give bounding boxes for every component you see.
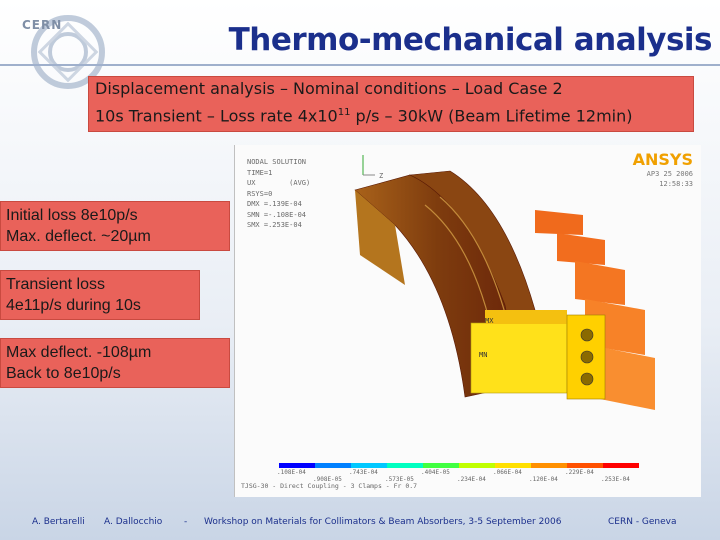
- callout-initial-loss: Initial loss 8e10p/s Max. deflect. ~20µm: [0, 201, 230, 251]
- info-line: TIME=1: [247, 168, 273, 177]
- logo-text: CERN: [22, 18, 63, 32]
- header-divider: [0, 64, 720, 66]
- callout-line: Max. deflect. ~20µm: [6, 228, 151, 245]
- callout-line: Transient loss: [6, 276, 105, 293]
- clamp-screws: [580, 328, 594, 386]
- colorbar-label: .066E-04: [493, 469, 522, 476]
- footer-place: CERN - Geneva: [608, 517, 677, 527]
- footer-author-1: A. Bertarelli: [32, 517, 85, 527]
- colorbar-label: .234E-04: [457, 476, 486, 483]
- axis-triad-icon: Z: [362, 155, 383, 180]
- colorbar-label: .120E-04: [529, 476, 558, 483]
- cern-logo-icon: [31, 15, 105, 89]
- colorbar-segment: [351, 463, 387, 468]
- colorbar-segment: [387, 463, 423, 468]
- colorbar: .108E-04 .908E-05 .743E-04 .573E-05 .404E-05…: [277, 463, 639, 483]
- footer-workshop: Workshop on Materials for Collimators & …: [204, 517, 561, 527]
- colorbar-label: .253E-04: [601, 476, 630, 483]
- fe-plot-viewport: NODAL SOLUTION TIME=1 UX (AVG) RSYS=0 DMX =.…: [234, 145, 701, 497]
- node-label-mn: MN: [479, 351, 487, 359]
- node-label-mx: MX: [485, 317, 494, 325]
- colorbar-segment: [495, 463, 531, 468]
- info-line: RSYS=0: [247, 189, 273, 198]
- step-block: [535, 210, 583, 235]
- ansys-stamp: ANSYS AP3 25 2006 12:58:33: [633, 151, 693, 189]
- footer-dates: 3-5 September 2006: [465, 517, 562, 527]
- jaw-left-face: [355, 190, 405, 285]
- banner-line-2-post: p/s – 30kW (Beam Lifetime 12min): [350, 106, 633, 126]
- plot-time: 12:58:33: [659, 180, 693, 188]
- subtitle-banner: Displacement analysis – Nominal conditio…: [88, 76, 694, 132]
- page-title: Thermo-mechanical analysis: [228, 22, 713, 58]
- footer: A. Bertarelli A. Dallocchio - Workshop o…: [0, 508, 720, 538]
- banner-line-2: 10s Transient – Loss rate 4x1011 p/s – 3…: [89, 101, 693, 128]
- callout-line: Back to 8e10p/s: [6, 365, 121, 382]
- callout-max-deflect: Max deflect. -108µm Back to 8e10p/s: [0, 338, 230, 388]
- triad-label: Z: [379, 172, 383, 180]
- callout-line: Initial loss 8e10p/s: [6, 207, 138, 224]
- plot-info-block: NODAL SOLUTION TIME=1 UX (AVG) RSYS=0 DMX =.…: [247, 157, 310, 231]
- banner-exponent: 11: [337, 107, 351, 118]
- callout-line: Max deflect. -108µm: [6, 344, 152, 361]
- banner-line-2-pre: 10s Transient – Loss rate 4x10: [95, 106, 338, 126]
- callout-line: 4e11p/s during 10s: [6, 297, 141, 314]
- banner-line-1: Displacement analysis – Nominal conditio…: [95, 79, 563, 98]
- info-line: SMX =.253E-04: [247, 221, 302, 229]
- colorbar-segment: [567, 463, 603, 468]
- support-block: [470, 322, 568, 394]
- colorbar-label: .743E-04: [349, 469, 378, 476]
- colorbar-label: .573E-05: [385, 476, 414, 483]
- step-block: [557, 233, 605, 265]
- footer-author-2: A. Dallocchio: [104, 517, 163, 527]
- colorbar-label: .908E-05: [313, 476, 342, 483]
- callout-transient-loss: Transient loss 4e11p/s during 10s: [0, 270, 200, 320]
- footer-workshop-name: Workshop on Materials for Collimators & …: [204, 517, 466, 527]
- colorbar-label: .108E-04: [277, 469, 306, 476]
- colorbar-segment: [279, 463, 315, 468]
- info-line: UX (AVG): [247, 179, 311, 187]
- info-line: DMX =.139E-04: [247, 200, 302, 208]
- footer-separator: -: [184, 517, 188, 527]
- colorbar-segment: [423, 463, 459, 468]
- colorbar-segment: [315, 463, 351, 468]
- info-line: SMN =-.108E-04: [247, 210, 307, 219]
- step-block: [575, 261, 625, 305]
- plot-caption: TJSG-30 - Direct Coupling - 3 Clamps - F…: [241, 482, 417, 490]
- colorbar-segment: [531, 463, 567, 468]
- colorbar-label: .229E-04: [565, 469, 594, 476]
- support-block-top: [485, 310, 567, 324]
- colorbar-segment: [603, 463, 639, 468]
- fe-model-render: Z MN MX .108E-04 .908E-05 .743E-04 .573E-05…: [241, 155, 655, 490]
- step-block: [590, 345, 655, 410]
- info-line: NODAL SOLUTION: [247, 158, 307, 166]
- ansys-logo: ANSYS: [632, 150, 693, 169]
- plot-date: AP3 25 2006: [646, 170, 693, 178]
- colorbar-segment: [459, 463, 495, 468]
- colorbar-label: .404E-05: [421, 469, 450, 476]
